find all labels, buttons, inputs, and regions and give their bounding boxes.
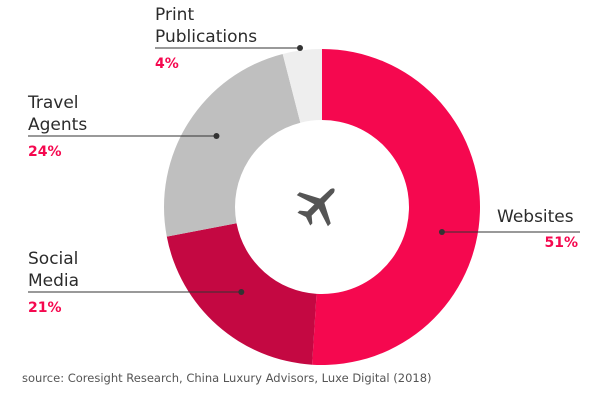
leader-lines [28,45,580,295]
slice-print-publications [282,49,322,123]
leader-dot-print-publications [297,45,303,51]
leader-dot-social-media [238,289,245,295]
slice-label-print-publications-line-2: Publications [155,27,257,47]
slice-value-travel-agents: 24% [28,144,62,160]
slice-label-social-media-line-1: Social [28,249,78,269]
slice-label-travel-agents-line-1: Travel [27,93,79,113]
airplane-icon [296,188,335,227]
source-note: source: Coresight Research, China Luxury… [22,371,432,385]
leader-dot-travel-agents [213,133,220,139]
slice-value-websites: 51% [544,235,578,251]
slice-websites [312,49,480,365]
slice-value-social-media: 21% [28,300,62,316]
slice-travel-agents [163,53,301,237]
leader-dot-websites [438,229,445,235]
slice-label-travel-agents-line-2: Agents [28,115,87,135]
slice-label-print-publications-line-1: Print [155,5,194,25]
slice-label-social-media-line-2: Media [28,271,79,291]
slice-label-websites-line-1: Websites [497,207,574,227]
slice-value-print-publications: 4% [155,56,179,72]
